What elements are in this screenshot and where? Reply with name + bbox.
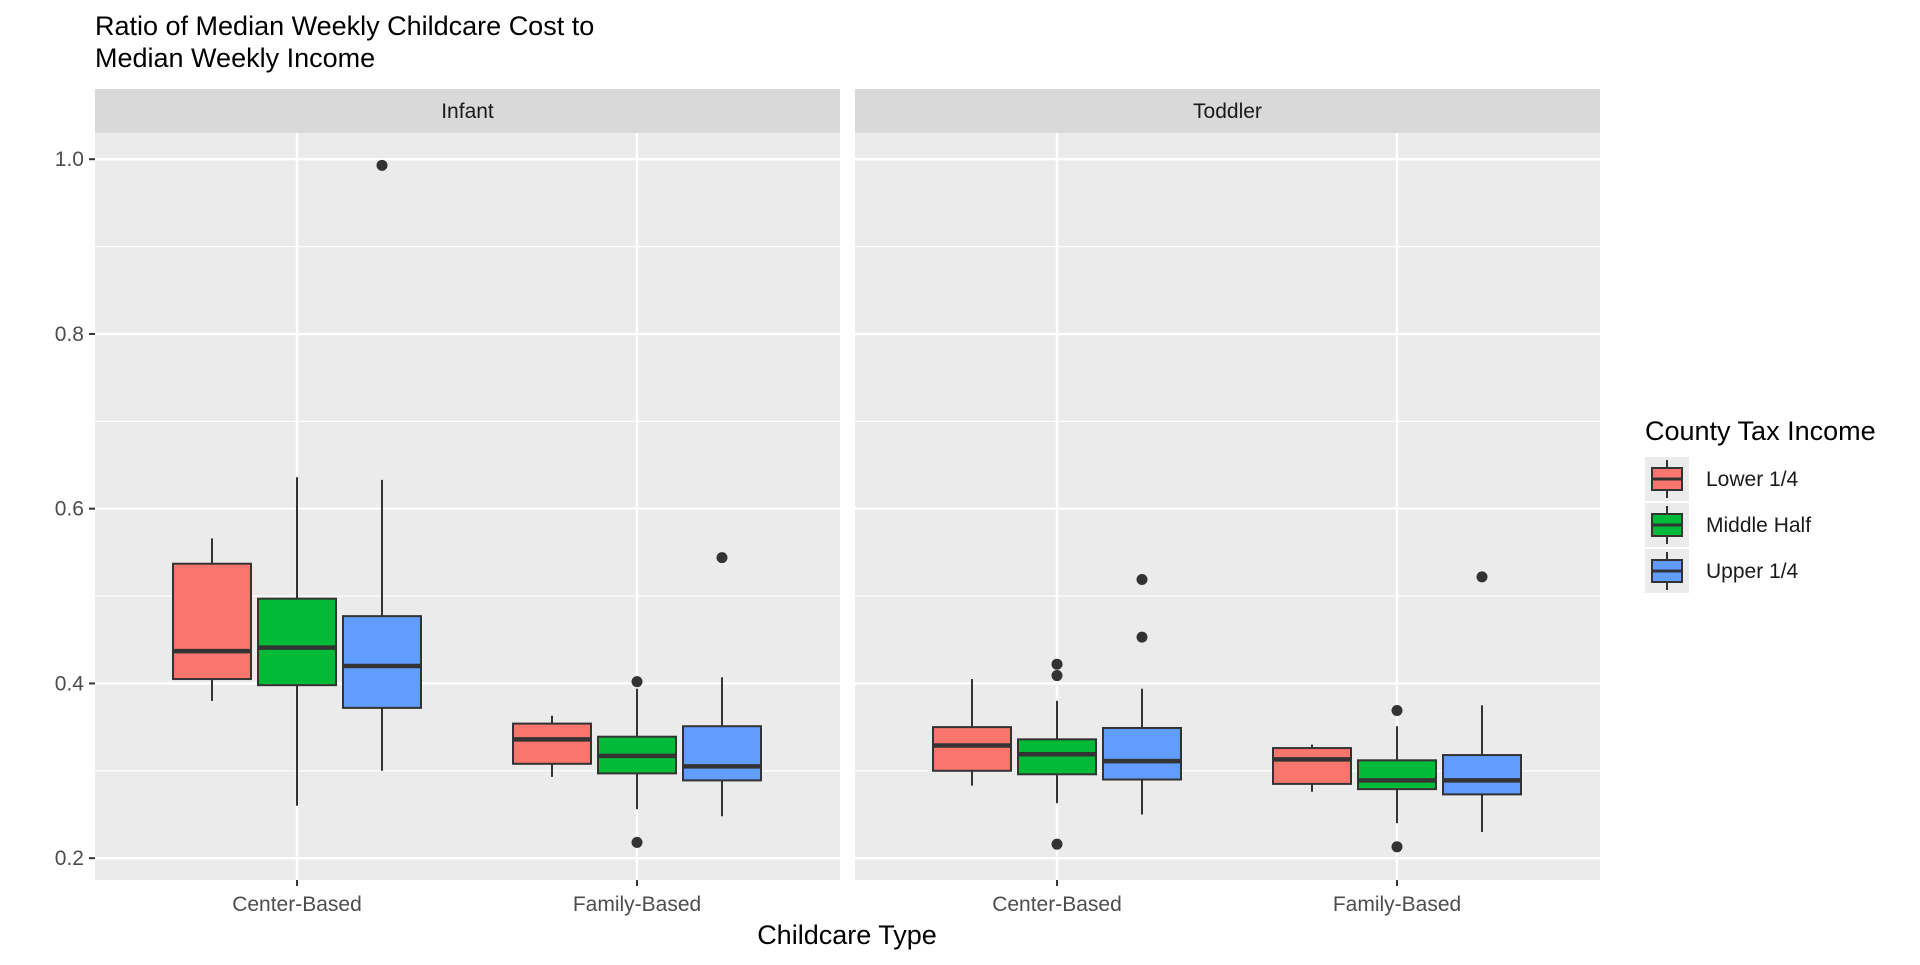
legend: County Tax Income Lower 1/4 Middle Half Upp… bbox=[1645, 416, 1876, 593]
legend-item: Upper 1/4 bbox=[1645, 549, 1799, 593]
chart-title-line-1: Ratio of Median Weekly Childcare Cost to bbox=[95, 11, 594, 41]
box-lower-1-4 bbox=[1272, 744, 1352, 792]
box-body bbox=[1102, 726, 1182, 781]
outlier-point bbox=[1051, 670, 1063, 682]
x-tick-label: Center-Based bbox=[232, 893, 362, 916]
outlier-point bbox=[631, 836, 643, 848]
y-tick-label: 0.2 bbox=[55, 847, 84, 870]
box-body bbox=[342, 615, 422, 709]
panel-infant: Infant Center-Based Family-Based bbox=[95, 89, 840, 916]
chart-title: Ratio of Median Weekly Childcare Cost to… bbox=[95, 11, 594, 73]
box-body bbox=[512, 722, 592, 765]
x-tick-label: Family-Based bbox=[1333, 893, 1461, 916]
x-axis-title: Childcare Type bbox=[757, 920, 937, 950]
box-middle-half bbox=[1357, 705, 1437, 853]
box-body bbox=[1272, 747, 1352, 785]
outlier-point bbox=[1051, 658, 1063, 670]
outlier-point bbox=[1391, 705, 1403, 717]
box-body bbox=[1357, 759, 1437, 791]
outlier-point bbox=[631, 676, 643, 688]
legend-title: County Tax Income bbox=[1645, 416, 1876, 446]
outlier-point bbox=[1136, 573, 1148, 585]
box-lower-1-4 bbox=[172, 538, 252, 701]
facet-strip bbox=[95, 89, 840, 133]
y-tick-label: 1.0 bbox=[55, 148, 84, 171]
chart-title-line-2: Median Weekly Income bbox=[95, 43, 375, 73]
outlier-point bbox=[1136, 631, 1148, 643]
box-middle-half bbox=[1017, 658, 1097, 850]
outlier-point bbox=[1051, 838, 1063, 850]
facet-strip-label: Toddler bbox=[1193, 100, 1262, 123]
panels: Infant Center-Based Family-Based Toddler Cen… bbox=[95, 89, 1600, 916]
box-upper-1-4 bbox=[342, 159, 422, 771]
legend-item: Lower 1/4 bbox=[1645, 457, 1799, 501]
box-lower-1-4 bbox=[932, 679, 1012, 786]
box-upper-1-4 bbox=[1442, 571, 1522, 832]
y-tick-label: 0.8 bbox=[55, 323, 84, 346]
legend-label: Upper 1/4 bbox=[1706, 560, 1799, 583]
legend-label: Lower 1/4 bbox=[1706, 468, 1799, 491]
legend-item: Middle Half bbox=[1645, 503, 1811, 547]
box-body bbox=[1017, 738, 1097, 776]
box-upper-1-4 bbox=[682, 552, 762, 817]
y-tick-label: 0.4 bbox=[55, 672, 85, 695]
outlier-point bbox=[1391, 841, 1403, 853]
box-body bbox=[257, 597, 337, 687]
outlier-point bbox=[716, 552, 728, 564]
box-middle-half bbox=[257, 477, 337, 806]
facet-strip-label: Infant bbox=[441, 100, 494, 123]
x-tick-label: Family-Based bbox=[573, 893, 701, 916]
facet-strip bbox=[855, 89, 1600, 133]
box-lower-1-4 bbox=[512, 715, 592, 777]
y-tick-label: 0.6 bbox=[55, 498, 84, 521]
panel-toddler: Toddler Center-Based Family-Based bbox=[855, 89, 1600, 916]
x-tick-label: Center-Based bbox=[992, 893, 1122, 916]
y-axis: 0.2 0.4 0.6 0.8 1.0 bbox=[55, 148, 95, 870]
box-body bbox=[172, 562, 252, 681]
box-body bbox=[682, 725, 762, 782]
box-body bbox=[1442, 754, 1522, 796]
box-upper-1-4 bbox=[1102, 573, 1182, 815]
box-body bbox=[932, 726, 1012, 772]
box-middle-half bbox=[597, 676, 677, 848]
outlier-point bbox=[376, 159, 388, 171]
outlier-point bbox=[1476, 571, 1488, 583]
legend-label: Middle Half bbox=[1706, 514, 1811, 537]
